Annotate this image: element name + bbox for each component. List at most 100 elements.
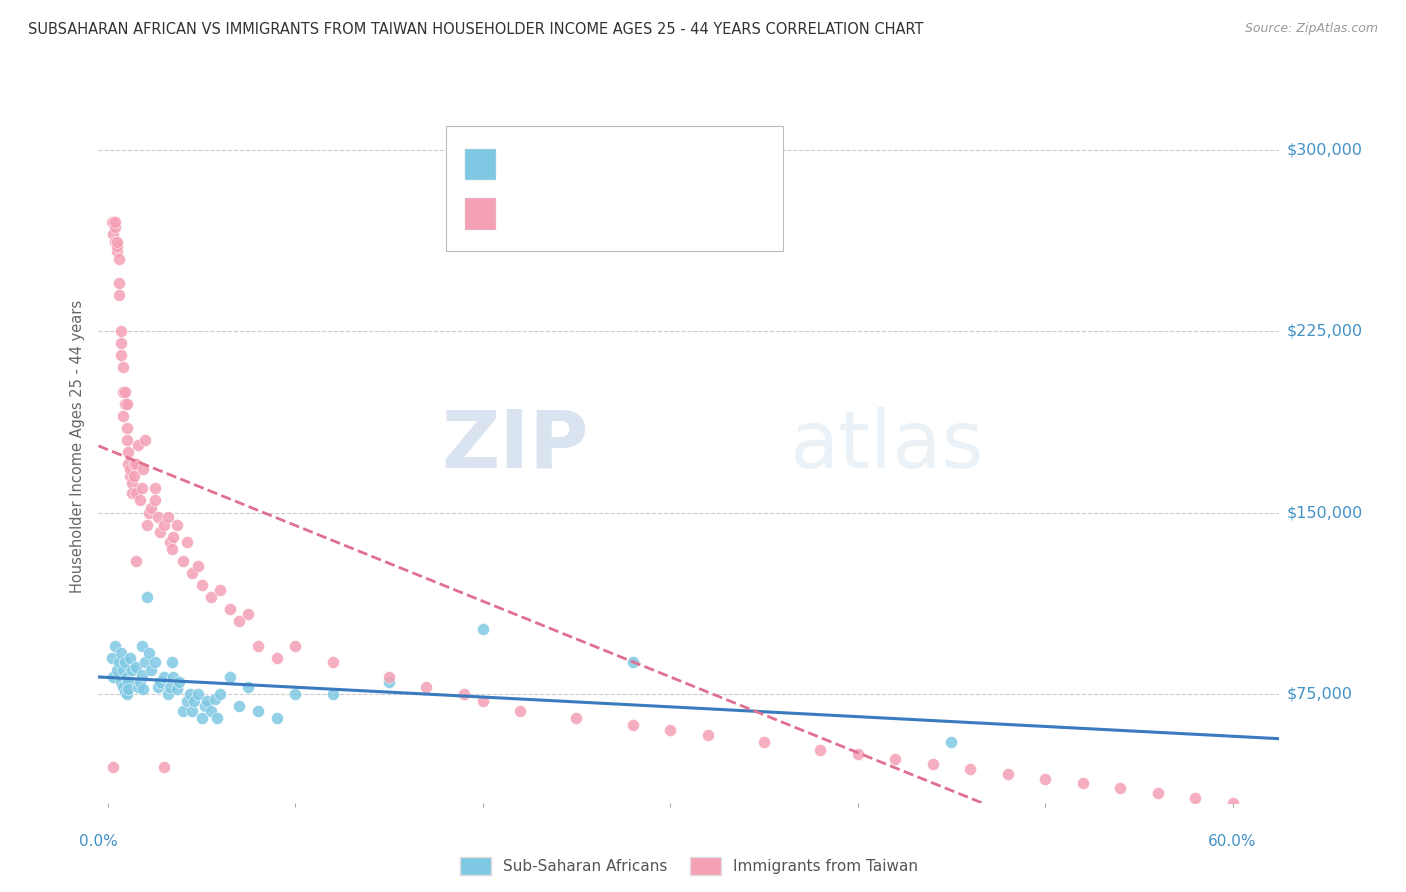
- Point: [159, 680, 181, 694]
- Point: [509, 704, 531, 718]
- Point: [105, 239, 128, 253]
- Point: [115, 687, 138, 701]
- Point: [322, 656, 344, 670]
- Point: [103, 215, 125, 229]
- Point: [200, 704, 222, 718]
- Point: [160, 656, 183, 670]
- Point: [1033, 772, 1056, 786]
- Point: [621, 656, 644, 670]
- Point: [138, 646, 160, 660]
- Point: [846, 747, 869, 762]
- Text: 61: 61: [636, 157, 657, 172]
- Point: [105, 244, 128, 259]
- Point: [218, 602, 240, 616]
- Point: [103, 670, 125, 684]
- Point: [100, 650, 122, 665]
- Point: [143, 656, 166, 670]
- Point: [183, 694, 205, 708]
- Point: [121, 486, 143, 500]
- Point: [190, 711, 212, 725]
- Point: [136, 517, 159, 532]
- Point: [284, 687, 307, 701]
- Point: [108, 288, 131, 302]
- Point: [103, 227, 125, 242]
- Point: [131, 667, 153, 681]
- Point: [120, 650, 142, 665]
- Point: [160, 541, 183, 556]
- Point: [104, 215, 127, 229]
- Point: [167, 674, 190, 689]
- Point: [121, 476, 143, 491]
- Point: [114, 656, 136, 670]
- Point: [122, 469, 145, 483]
- Point: [156, 687, 179, 701]
- Point: [159, 534, 181, 549]
- Point: [121, 663, 143, 677]
- Text: 60.0%: 60.0%: [1208, 834, 1257, 849]
- Point: [195, 694, 218, 708]
- Text: atlas: atlas: [789, 407, 984, 485]
- Point: [179, 687, 201, 701]
- Point: [136, 590, 159, 604]
- Text: R =: R =: [506, 157, 540, 172]
- Point: [115, 670, 138, 684]
- Point: [108, 276, 131, 290]
- Point: [997, 766, 1019, 780]
- Point: [696, 728, 718, 742]
- Point: [190, 578, 212, 592]
- Point: [104, 639, 127, 653]
- Text: 0.035: 0.035: [540, 207, 588, 221]
- Point: [117, 682, 139, 697]
- Text: $75,000: $75,000: [1286, 687, 1353, 701]
- Point: [115, 421, 138, 435]
- Text: -0.508: -0.508: [540, 157, 595, 172]
- Point: [117, 674, 139, 689]
- Point: [111, 663, 134, 677]
- Point: [209, 687, 232, 701]
- Text: $150,000: $150,000: [1286, 505, 1362, 520]
- Point: [115, 433, 138, 447]
- Point: [415, 680, 437, 694]
- Point: [246, 639, 269, 653]
- Point: [111, 360, 134, 375]
- Point: [378, 674, 401, 689]
- Point: [238, 607, 260, 621]
- Point: [659, 723, 682, 738]
- Point: [205, 711, 228, 725]
- Point: [120, 469, 142, 483]
- Point: [132, 682, 155, 697]
- Point: [1109, 781, 1132, 796]
- Point: [111, 680, 134, 694]
- Point: [104, 220, 127, 235]
- Point: [176, 694, 198, 708]
- Point: [143, 493, 166, 508]
- Text: Source: ZipAtlas.com: Source: ZipAtlas.com: [1244, 22, 1378, 36]
- Point: [117, 457, 139, 471]
- Point: [148, 680, 170, 694]
- Point: [125, 457, 148, 471]
- Point: [111, 409, 134, 423]
- Point: [194, 699, 217, 714]
- Point: [108, 252, 131, 266]
- Point: [156, 510, 179, 524]
- Point: [471, 622, 494, 636]
- Point: [125, 660, 148, 674]
- Point: [105, 235, 128, 249]
- Point: [134, 433, 156, 447]
- Text: $225,000: $225,000: [1286, 324, 1362, 339]
- Point: [187, 558, 209, 573]
- Point: [127, 438, 149, 452]
- Point: [187, 687, 209, 701]
- Point: [139, 500, 162, 515]
- Text: $300,000: $300,000: [1286, 142, 1362, 157]
- Point: [1222, 796, 1244, 810]
- Point: [453, 687, 475, 701]
- Text: R =: R =: [506, 207, 540, 221]
- Point: [1146, 786, 1168, 800]
- Point: [153, 517, 176, 532]
- Point: [752, 735, 775, 749]
- Point: [941, 735, 963, 749]
- Point: [921, 757, 943, 772]
- Point: [139, 663, 162, 677]
- Point: [884, 752, 907, 766]
